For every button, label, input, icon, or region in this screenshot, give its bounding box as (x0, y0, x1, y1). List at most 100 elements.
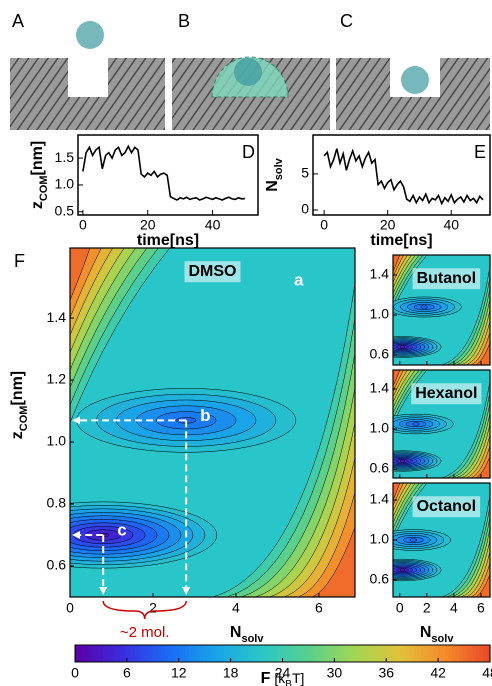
colorbar-cell (355, 645, 360, 662)
colorbar-tick-label: 24 (275, 665, 291, 681)
colorbar-cell (272, 645, 277, 662)
colorbar-cell (344, 645, 349, 662)
axis-label: Nsolv (230, 624, 264, 645)
y-tick-label: 0.5 (55, 202, 75, 218)
colorbar-cell (123, 645, 128, 662)
y-tick-label: 1.0 (370, 306, 390, 322)
colorbar-cell (92, 645, 97, 662)
colorbar-tick-label: 6 (123, 665, 131, 681)
colorbar-tick-label: 12 (171, 665, 187, 681)
crystal-surface (10, 95, 165, 130)
colorbar-cell (85, 645, 90, 662)
y-tick-label: 0.6 (370, 571, 390, 587)
panel-label: A (12, 11, 24, 31)
colorbar-cell (192, 645, 197, 662)
colorbar-cell (109, 645, 114, 662)
colorbar-cell (362, 645, 367, 662)
colorbar-cell (178, 645, 183, 662)
colorbar-cell (458, 645, 463, 662)
axis-label: zCOM[nm] (29, 141, 50, 209)
colorbar-cell (99, 645, 104, 662)
high-energy-region (312, 527, 355, 597)
y-tick-label: 0.6 (47, 557, 67, 573)
x-tick-label: 2 (149, 600, 157, 616)
brace-label: ~2 mol. (120, 624, 170, 641)
colorbar-cell (95, 645, 100, 662)
plot-frame (77, 134, 259, 216)
label-part: [ns] (403, 232, 432, 249)
colorbar-cell (296, 645, 301, 662)
colorbar-cell (75, 645, 80, 662)
colorbar-cell (403, 645, 408, 662)
colorbar-cell (434, 645, 439, 662)
colorbar-cell (365, 645, 370, 662)
y-tick-label: 0.6 (370, 460, 390, 476)
colorbar-cell (216, 645, 221, 662)
x-tick-label: 20 (140, 217, 156, 233)
colorbar-tick-label: 30 (327, 665, 343, 681)
colorbar-cell (164, 645, 169, 662)
plot-frame (69, 247, 356, 598)
panel-title: Octanol (417, 498, 477, 515)
colorbar-cell (455, 645, 460, 662)
colorbar-cell (285, 645, 291, 662)
colorbar-cell (158, 645, 163, 662)
y-tick-label: 0.6 (370, 346, 390, 362)
colorbar-cell (213, 645, 218, 662)
y-tick-label: 1.4 (370, 491, 390, 507)
x-tick-label: 2 (423, 600, 431, 616)
molecule (234, 58, 262, 86)
axis-label: time[ns] (370, 232, 432, 249)
colorbar-cell (396, 645, 401, 662)
panel-a-render (10, 21, 165, 130)
colorbar-cell (341, 645, 346, 662)
y-tick-label: 0 (301, 201, 309, 217)
x-tick-label: 0 (320, 217, 328, 233)
colorbar-cell (379, 645, 384, 662)
panel-b-render (172, 56, 330, 130)
plot-frame (392, 369, 491, 479)
axis-label: Nsolv (264, 157, 285, 191)
x-tick-label: 6 (477, 600, 485, 616)
state-label: a (294, 270, 304, 289)
colorbar-cell (320, 645, 325, 662)
label-part: N (264, 180, 281, 192)
minimum (411, 538, 415, 542)
axis-label: zCOM[nm] (9, 371, 30, 439)
colorbar-cell (351, 645, 356, 662)
colorbar-cell (234, 645, 239, 662)
colorbar-cell (358, 645, 363, 662)
label-part: [ns] (170, 232, 199, 249)
colorbar-cell (202, 645, 208, 662)
colorbar-cell (227, 645, 232, 662)
colorbar-cell (462, 645, 467, 662)
label-part: time (370, 232, 403, 249)
x-tick-label: 0 (66, 600, 74, 616)
colorbar-cell (292, 645, 297, 662)
label-subscript: solv (273, 157, 285, 180)
colorbar-cell (441, 645, 446, 662)
data-line (82, 144, 246, 201)
x-tick-label: 40 (443, 217, 459, 233)
colorbar-cell (393, 645, 398, 662)
colorbar-cell (486, 645, 491, 662)
title-box (412, 496, 481, 518)
colorbar-cell (299, 645, 304, 662)
colorbar-cell (241, 645, 246, 662)
colorbar-cell (469, 645, 474, 662)
minimum-label: c (117, 520, 126, 539)
colorbar-cell (451, 645, 457, 662)
colorbar-cell (445, 645, 450, 662)
colorbar-cell (413, 645, 418, 662)
colorbar-cell (247, 645, 252, 662)
colorbar-cell (330, 645, 335, 662)
arrowheads (72, 531, 108, 595)
minimum (422, 305, 426, 309)
minimum (414, 422, 418, 426)
crystal-gap (68, 55, 108, 97)
colorbar-cell (78, 645, 83, 662)
panel-label: B (178, 11, 190, 31)
colorbar-cell (372, 645, 377, 662)
colorbar-cell (479, 645, 484, 662)
